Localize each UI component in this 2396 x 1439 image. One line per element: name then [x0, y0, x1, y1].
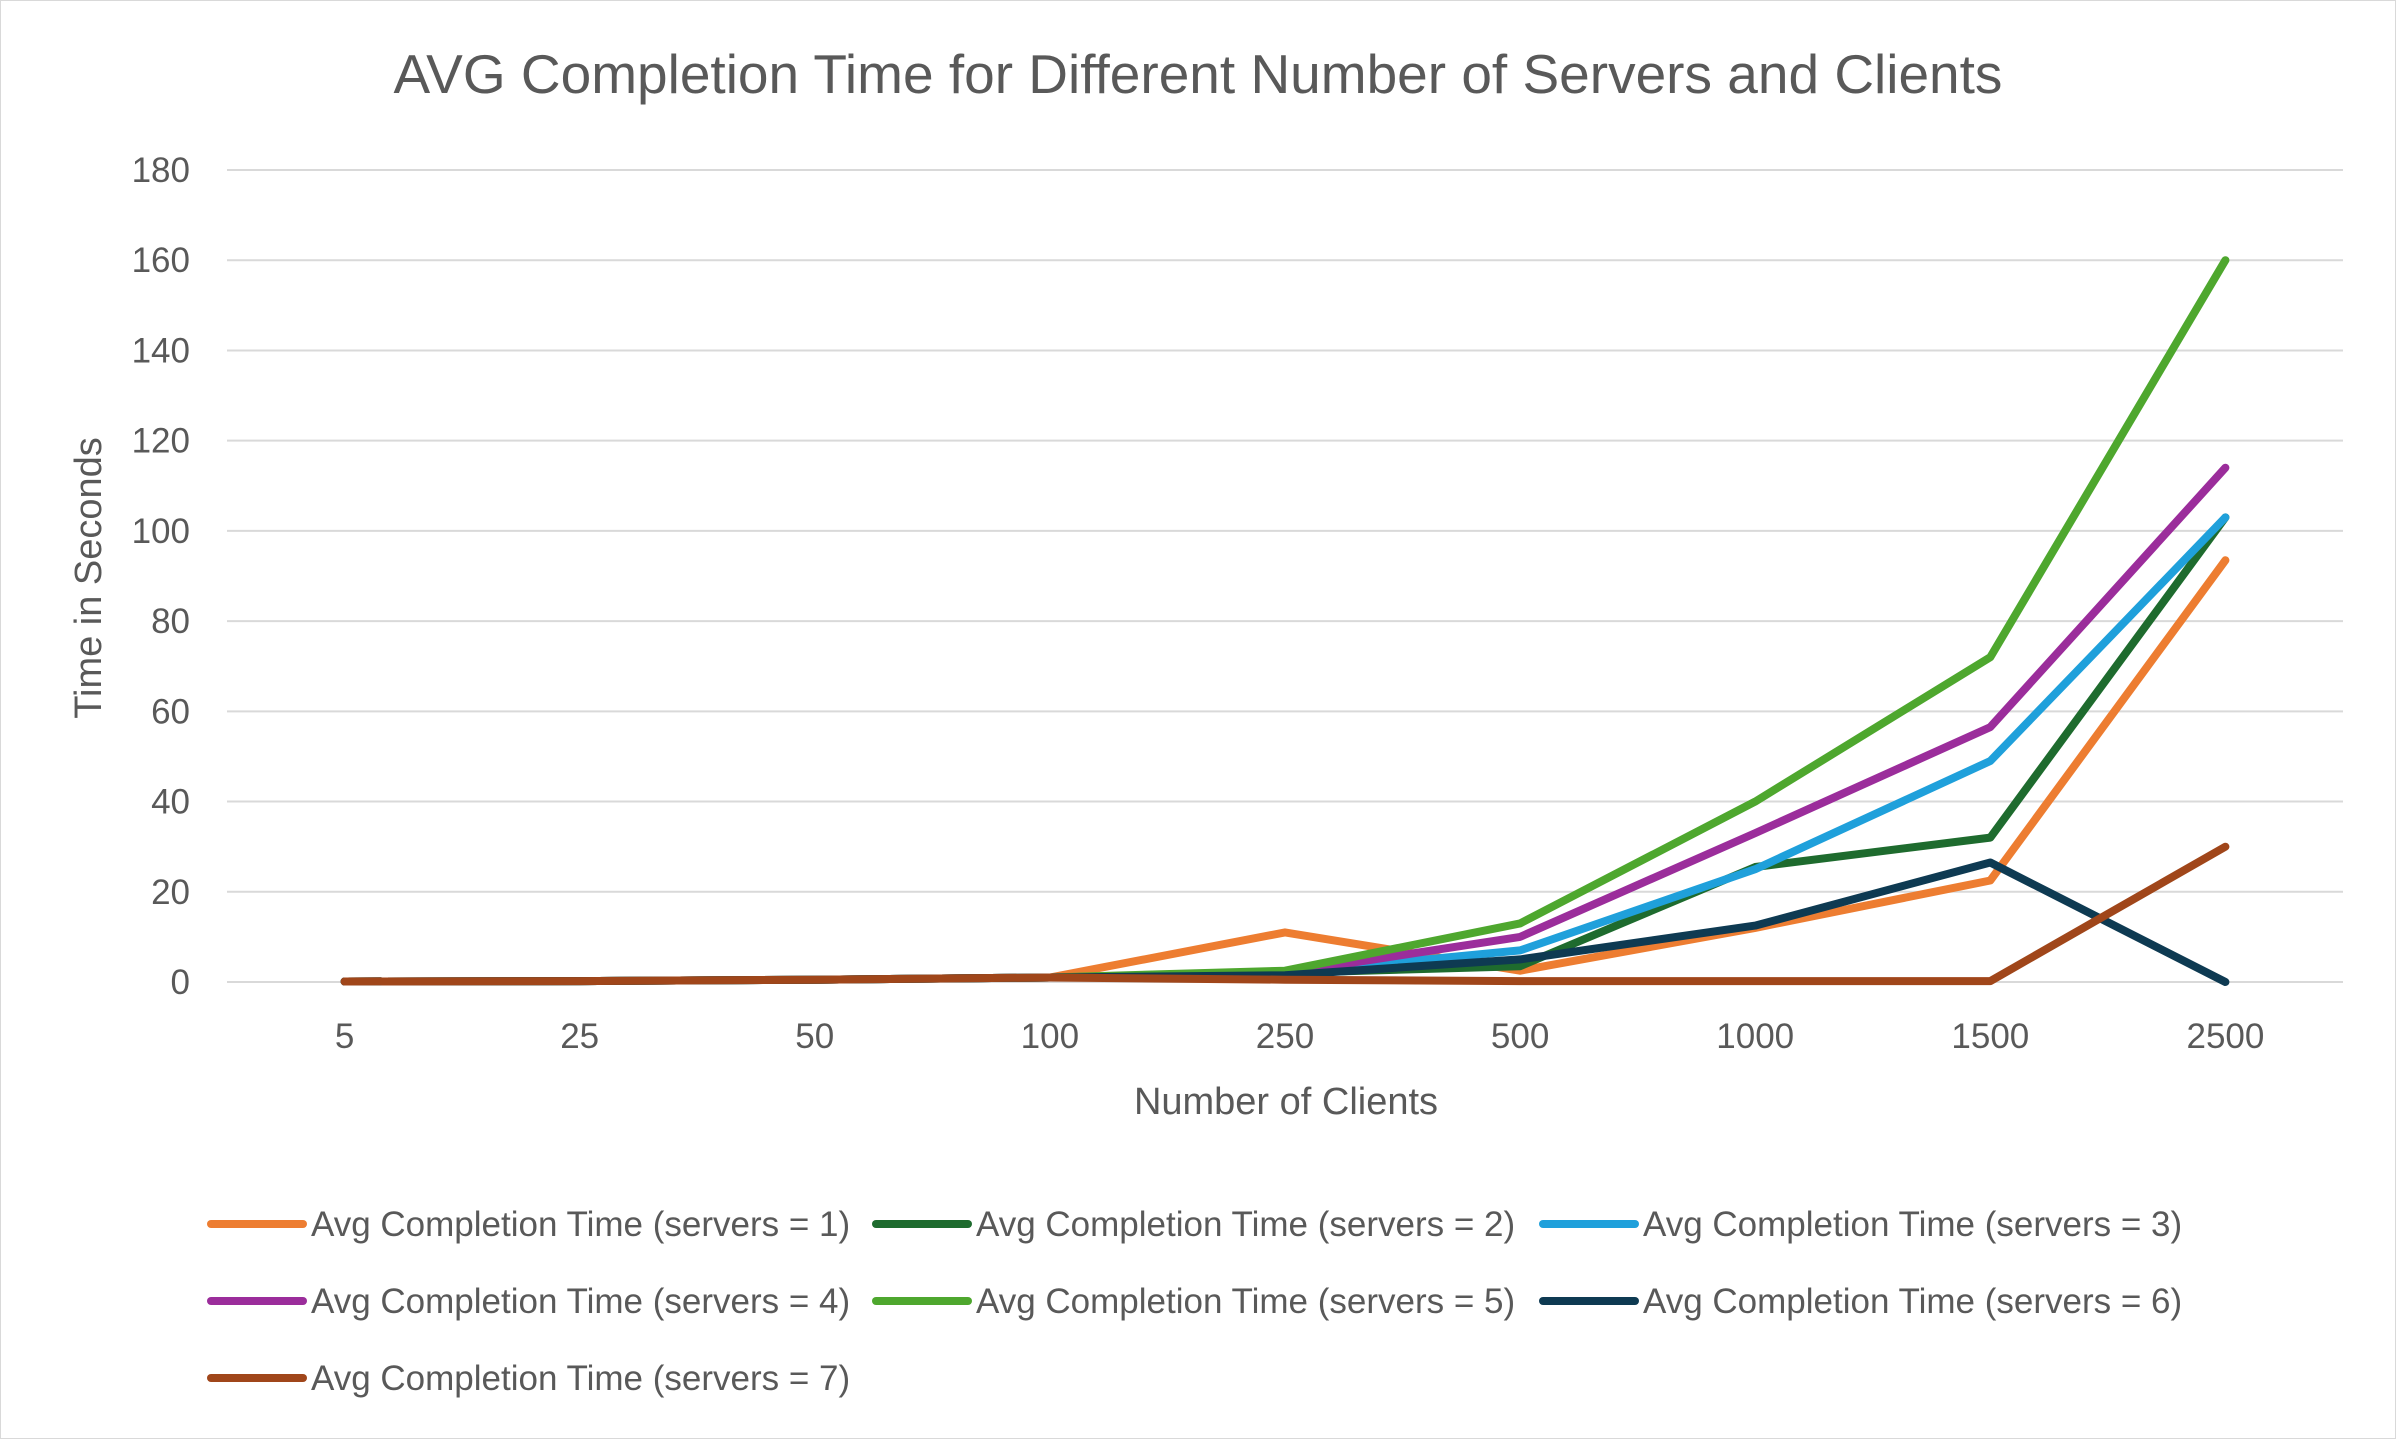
legend-label: Avg Completion Time (servers = 7) — [311, 1359, 850, 1398]
y-tick-label: 120 — [132, 422, 190, 461]
x-tick-label: 1500 — [1951, 1017, 2029, 1056]
series-line-6 — [340, 858, 2230, 986]
x-axis-ticks: 5 25 50 100 250 500 1000 1500 2500 — [335, 1017, 2265, 1056]
legend-label: Avg Completion Time (servers = 5) — [976, 1282, 1515, 1321]
x-tick-label: 25 — [560, 1017, 599, 1056]
x-tick-label: 1000 — [1716, 1017, 1794, 1056]
y-tick-label: 20 — [151, 873, 190, 912]
legend-label: Avg Completion Time (servers = 6) — [1643, 1282, 2182, 1321]
y-axis-ticks: 0 20 40 60 80 100 120 140 160 180 — [132, 151, 190, 1002]
x-axis-title: Number of Clients — [1134, 1081, 1438, 1123]
series-line-4 — [340, 463, 2230, 986]
y-tick-label: 0 — [171, 963, 190, 1002]
x-tick-label: 500 — [1491, 1017, 1549, 1056]
x-tick-label: 50 — [795, 1017, 834, 1056]
legend-label: Avg Completion Time (servers = 3) — [1643, 1205, 2182, 1244]
y-tick-label: 180 — [132, 151, 190, 190]
y-tick-label: 60 — [151, 692, 190, 731]
y-tick-label: 160 — [132, 241, 190, 280]
legend: Avg Completion Time (servers = 1) Avg Com… — [207, 1205, 2182, 1398]
legend-label: Avg Completion Time (servers = 4) — [311, 1282, 850, 1321]
legend-label: Avg Completion Time (servers = 1) — [311, 1205, 850, 1244]
x-tick-label: 100 — [1021, 1017, 1079, 1056]
series-line-7 — [340, 842, 2230, 986]
series-line-1 — [340, 556, 2230, 986]
y-tick-label: 100 — [132, 512, 190, 551]
x-tick-label: 2500 — [2187, 1017, 2265, 1056]
x-tick-label: 250 — [1256, 1017, 1314, 1056]
y-tick-label: 140 — [132, 331, 190, 370]
chart-title: AVG Completion Time for Different Number… — [394, 43, 2003, 105]
y-tick-label: 80 — [151, 602, 190, 641]
y-axis-title: Time in Seconds — [68, 437, 110, 719]
x-tick-label: 5 — [335, 1017, 354, 1056]
gridlines — [227, 169, 2343, 983]
legend-label: Avg Completion Time (servers = 2) — [976, 1205, 1515, 1244]
series-lines — [340, 256, 2230, 986]
y-tick-label: 40 — [151, 783, 190, 822]
